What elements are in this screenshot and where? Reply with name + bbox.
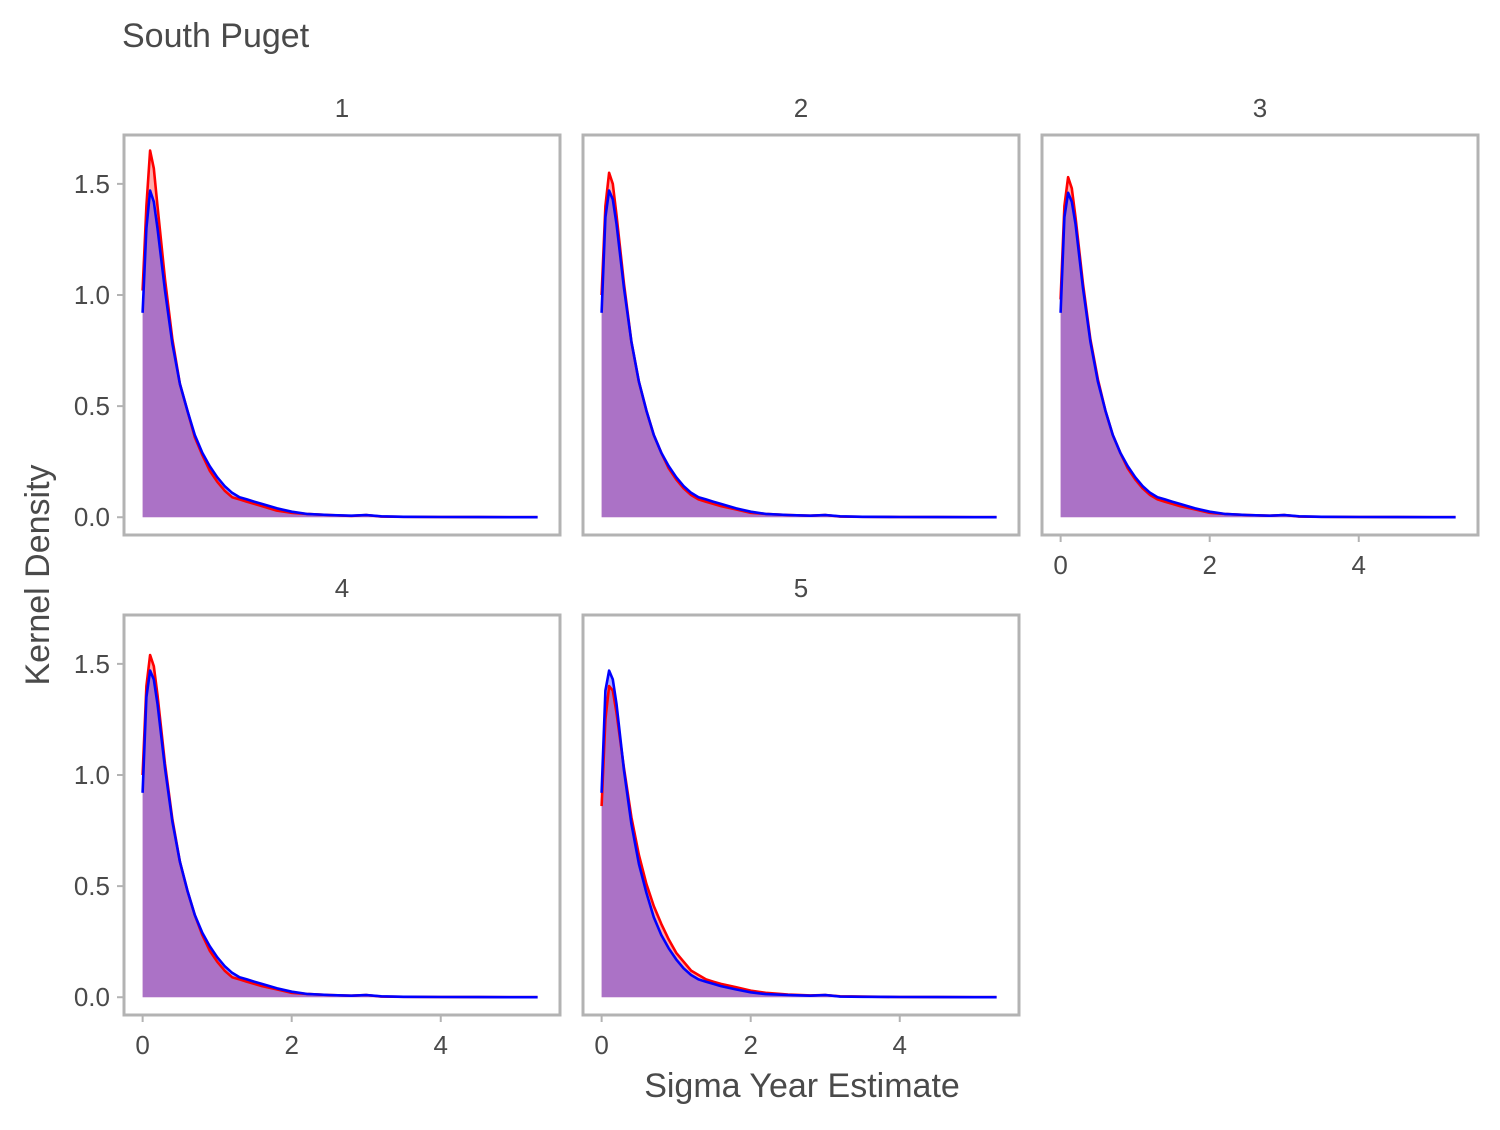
facet-panel-1: 1 0.0 0.5 1.0 1.5: [74, 93, 562, 537]
density-line-blue: [141, 189, 538, 519]
density-area-blue: [142, 670, 538, 998]
y-tick-label: 1.0: [74, 280, 110, 310]
density-line-blue: [600, 189, 997, 519]
x-tick-label: 2: [284, 1030, 298, 1060]
x-tick-label: 0: [1053, 550, 1067, 580]
y-tick-label: 0.5: [74, 871, 110, 901]
panel-border: [122, 133, 562, 537]
density-line-blue: [600, 669, 997, 999]
x-tick-label: 4: [893, 1030, 907, 1060]
facet-panel-2: 2: [581, 93, 1021, 537]
y-tick-label: 0.0: [74, 502, 110, 532]
density-area-red: [601, 172, 997, 518]
chart-title: South Puget: [122, 17, 310, 55]
density-area-red: [142, 655, 538, 998]
facet-strip-label: 5: [794, 573, 808, 603]
facet-strip-label: 4: [335, 573, 349, 603]
facet-panel-4: 4 0.0 0.5 1.0 1.5 0 2 4: [74, 573, 562, 1060]
panel-border: [122, 613, 562, 1017]
density-area-red: [601, 686, 997, 998]
panel-border: [581, 133, 1021, 537]
x-axis-title: Sigma Year Estimate: [644, 1067, 960, 1105]
y-tick-label: 1.5: [74, 649, 110, 679]
panel-border: [1040, 133, 1480, 537]
density-line-blue: [141, 669, 538, 999]
y-tick-label: 0.5: [74, 391, 110, 421]
y-tick-label: 1.5: [74, 169, 110, 199]
facet-strip-label: 3: [1253, 93, 1267, 123]
y-tick-label: 0.0: [74, 982, 110, 1012]
x-tick-label: 0: [135, 1030, 149, 1060]
density-line-blue: [1059, 191, 1456, 519]
facet-strip-label: 2: [794, 93, 808, 123]
density-area-blue: [601, 670, 997, 998]
facet-panels: 1 0.0 0.5 1.0 1.5 2 3 0 2 4 4 0.0 0.5 1.0 1.5 0 2 4 5 0 2 4: [74, 93, 1480, 1060]
density-area-red: [142, 150, 538, 518]
facet-panel-5: 5 0 2 4: [581, 573, 1021, 1060]
y-tick-label: 1.0: [74, 760, 110, 790]
x-tick-label: 4: [434, 1030, 448, 1060]
x-tick-label: 2: [743, 1030, 757, 1060]
facet-strip-label: 1: [335, 93, 349, 123]
density-area-red: [1060, 177, 1456, 518]
density-area-blue: [601, 190, 997, 518]
x-tick-label: 2: [1202, 550, 1216, 580]
density-area-blue: [1060, 192, 1456, 518]
facet-panel-3: 3 0 2 4: [1040, 93, 1480, 580]
x-tick-label: 0: [594, 1030, 608, 1060]
y-axis-title: Kernel Density: [19, 464, 57, 685]
panel-border: [581, 613, 1021, 1017]
x-tick-label: 4: [1352, 550, 1366, 580]
density-area-blue: [142, 190, 538, 518]
